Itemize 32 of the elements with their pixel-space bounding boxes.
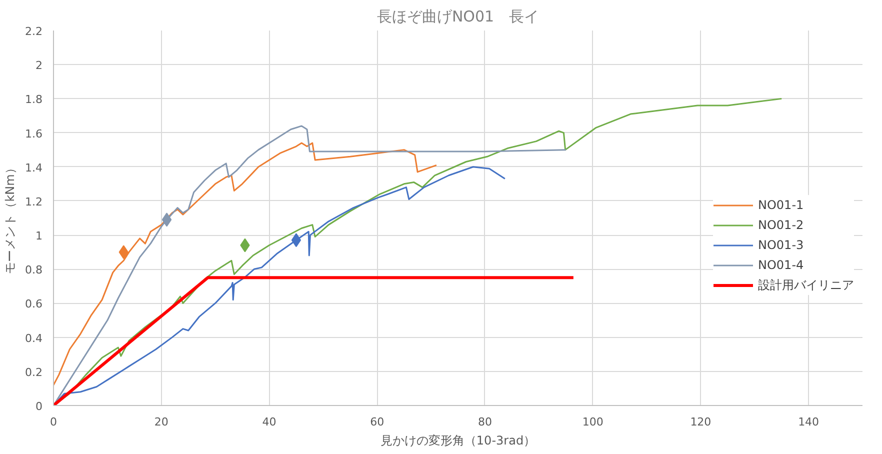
x-tick-label: 140 xyxy=(798,416,820,428)
point xyxy=(291,233,302,248)
legend-label: NO01-2 xyxy=(758,218,804,232)
legend-label: NO01-1 xyxy=(758,198,804,212)
x-tick-label: 60 xyxy=(370,416,384,428)
x-tick-label: 120 xyxy=(690,416,712,428)
y-tick-label: 0.2 xyxy=(25,366,43,379)
x-tick-label: 100 xyxy=(582,416,604,428)
x-tick-label: 40 xyxy=(262,416,276,428)
y-tick-label: 2 xyxy=(36,59,42,72)
legend-label: NO01-4 xyxy=(758,258,804,272)
x-axis-title: 見かけの変形角（10-3rad） xyxy=(380,434,536,448)
y-tick-label: 1.4 xyxy=(25,161,43,174)
y-tick-label: 2.2 xyxy=(25,25,43,38)
x-tick-label: 80 xyxy=(478,416,492,428)
legend-label: 設計用バイリニア xyxy=(758,276,854,294)
line-series xyxy=(54,142,438,386)
y-tick-label: 0 xyxy=(36,400,42,413)
line-series xyxy=(54,125,567,406)
y-axis-title: モーメント（kNm） xyxy=(3,162,18,274)
legend-label: NO01-3 xyxy=(758,238,804,252)
y-tick-label: 0.6 xyxy=(25,298,43,311)
x-tick-label: 20 xyxy=(154,416,168,428)
y-tick-label: 1.6 xyxy=(25,127,43,140)
y-tick-label: 1.2 xyxy=(25,195,43,208)
y-tick-label: 0.4 xyxy=(25,332,43,345)
y-tick-label: 1 xyxy=(36,230,42,243)
y-tick-label: 0.8 xyxy=(25,264,43,277)
x-tick-label: 0 xyxy=(50,416,57,428)
y-tick-label: 1.8 xyxy=(25,93,43,106)
point xyxy=(162,212,172,227)
chart-title: 長ほぞ曲げNO01 長イ xyxy=(376,8,540,26)
